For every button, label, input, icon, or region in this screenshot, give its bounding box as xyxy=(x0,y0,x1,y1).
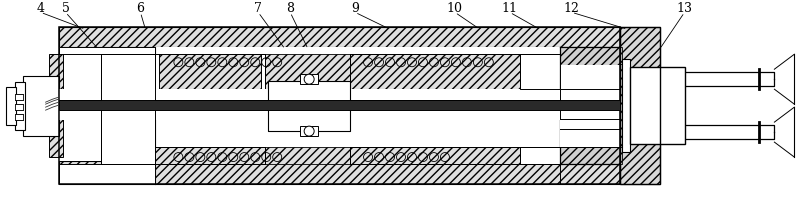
Bar xyxy=(14,105,22,111)
Bar xyxy=(58,111,560,121)
Bar xyxy=(560,161,622,184)
Bar xyxy=(350,55,520,90)
Bar xyxy=(560,48,622,65)
Text: 13: 13 xyxy=(677,2,693,15)
Bar xyxy=(620,28,659,184)
Text: 12: 12 xyxy=(564,2,580,15)
Bar xyxy=(622,60,630,152)
Bar xyxy=(101,55,155,164)
Text: 10: 10 xyxy=(447,2,463,15)
Text: 6: 6 xyxy=(137,2,145,15)
Bar xyxy=(14,95,22,101)
Bar xyxy=(630,68,685,144)
Bar xyxy=(262,55,266,90)
Text: 7: 7 xyxy=(254,2,262,15)
Bar xyxy=(58,48,560,161)
Bar xyxy=(560,147,620,164)
Bar xyxy=(266,147,350,164)
Bar xyxy=(58,90,560,101)
Bar xyxy=(560,48,620,66)
Bar xyxy=(58,101,620,111)
Bar xyxy=(520,147,560,164)
Circle shape xyxy=(304,126,314,136)
Bar xyxy=(268,82,350,132)
Bar xyxy=(520,55,560,90)
Bar xyxy=(350,147,520,164)
Bar xyxy=(520,55,560,90)
Text: 8: 8 xyxy=(286,2,294,15)
Bar xyxy=(58,48,155,55)
Bar xyxy=(6,88,16,125)
Bar xyxy=(14,83,25,130)
Bar xyxy=(58,28,620,48)
Bar xyxy=(101,55,155,164)
Bar xyxy=(101,55,155,164)
Bar xyxy=(58,164,155,184)
Bar xyxy=(155,55,159,90)
Bar xyxy=(560,48,622,68)
Bar xyxy=(155,55,266,90)
Text: 5: 5 xyxy=(62,2,70,15)
Bar xyxy=(266,55,350,90)
Bar xyxy=(300,75,318,85)
Text: 9: 9 xyxy=(351,2,359,15)
Bar xyxy=(520,147,560,164)
Bar xyxy=(22,77,58,136)
Text: 11: 11 xyxy=(502,2,518,15)
Bar xyxy=(49,55,62,157)
Bar xyxy=(560,66,620,147)
Circle shape xyxy=(304,75,314,85)
Bar xyxy=(300,126,318,136)
Bar xyxy=(620,28,659,184)
Bar xyxy=(560,147,622,164)
Bar xyxy=(14,115,22,121)
Bar xyxy=(155,147,266,164)
Bar xyxy=(58,161,620,184)
Bar xyxy=(268,115,350,132)
Bar xyxy=(520,147,560,164)
Bar xyxy=(560,90,620,120)
Bar xyxy=(58,28,620,184)
Bar xyxy=(520,55,560,90)
Text: 4: 4 xyxy=(37,2,45,15)
Bar xyxy=(268,82,350,102)
